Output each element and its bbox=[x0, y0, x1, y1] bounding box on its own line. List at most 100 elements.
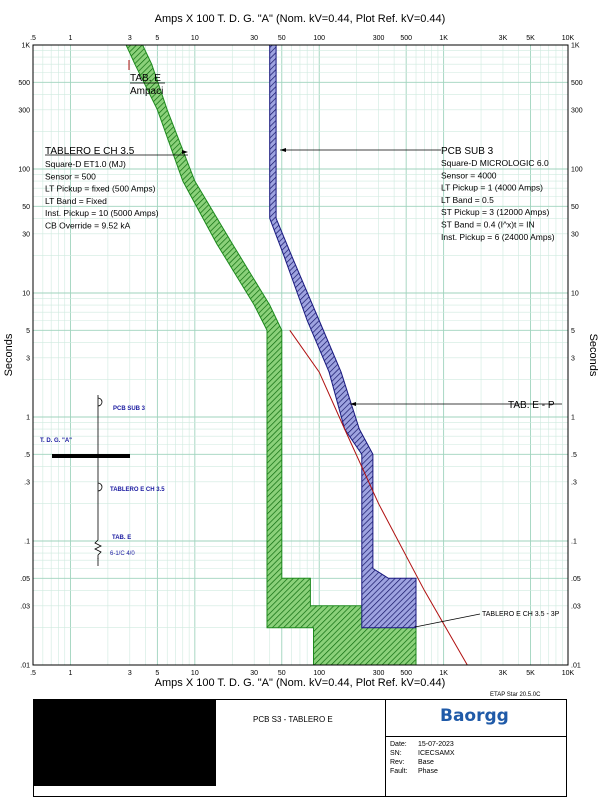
x-tick-label-bottom: 30 bbox=[250, 670, 258, 677]
software-version: ETAP Star 20.5.0C bbox=[490, 692, 541, 698]
one-line-bus-label: T. D. G. "A" bbox=[40, 438, 72, 444]
y-tick-label-right: 100 bbox=[571, 167, 583, 174]
pcb-setting: Square-D MICROLOGIC 6.0 bbox=[441, 158, 549, 168]
y-tick-label-left: 10 bbox=[22, 291, 30, 298]
one-line-cable-size: 6-1/C 4/0 bbox=[110, 551, 135, 557]
y-tick-label-left: 500 bbox=[18, 80, 30, 87]
project-title: PCB S3 - TABLERO E bbox=[253, 715, 333, 724]
pcb-setting: ST Pickup = 3 (12000 Amps) bbox=[441, 207, 549, 217]
y-tick-label-right: .3 bbox=[571, 479, 577, 486]
y-tick-label-right: .5 bbox=[571, 452, 577, 459]
redacted-block bbox=[33, 699, 216, 786]
x-tick-label-bottom: .5 bbox=[30, 670, 36, 677]
pcb-setting: Sensor = 4000 bbox=[441, 170, 497, 180]
x-tick-label-top: 1K bbox=[439, 35, 448, 42]
plot-frame bbox=[32, 44, 569, 666]
series-band-pcb bbox=[269, 44, 417, 629]
y-tick-label-right: 300 bbox=[571, 107, 583, 114]
one-line-pcb-label: PCB SUB 3 bbox=[113, 406, 146, 412]
x-tick-label-bottom: 1 bbox=[68, 670, 72, 677]
one-line-cable-label: TAB. E bbox=[112, 535, 131, 541]
pcb-setting: ST Band = 0.4 (I^x)t = IN bbox=[441, 220, 535, 230]
pcb-breaker-symbol bbox=[97, 397, 103, 407]
x-tick-label-bottom: 5K bbox=[526, 670, 535, 677]
x-axis-label: Amps X 100 T. D. G. "A" (Nom. kV=0.44, P… bbox=[155, 677, 446, 689]
y-tick-label-right: 1 bbox=[571, 415, 575, 422]
x-tick-label-bottom: 5 bbox=[155, 670, 159, 677]
chart-title: Amps X 100 T. D. G. "A" (Nom. kV=0.44, P… bbox=[155, 13, 446, 25]
rev-value: Base bbox=[418, 759, 434, 766]
y-tick-label-left: 300 bbox=[18, 107, 30, 114]
x-tick-label-top: 10 bbox=[191, 35, 199, 42]
divider bbox=[385, 736, 567, 737]
tab-e-p-arrow bbox=[350, 402, 356, 406]
x-tick-label-bottom: 10 bbox=[191, 670, 199, 677]
x-tick-label-bottom: 10K bbox=[562, 670, 575, 677]
y-tick-label-right: .03 bbox=[571, 603, 581, 610]
x-tick-label-top: 5 bbox=[155, 35, 159, 42]
x-tick-label-top: 100 bbox=[313, 35, 325, 42]
y-tick-label-left: .05 bbox=[20, 576, 30, 583]
tablero-setting: Square-D ET1.0 (MJ) bbox=[45, 159, 126, 169]
y-tick-label-left: 50 bbox=[22, 204, 30, 211]
y-tick-label-right: 10 bbox=[571, 291, 579, 298]
x-tick-label-bottom: 50 bbox=[278, 670, 286, 677]
x-tick-label-top: 3 bbox=[128, 35, 132, 42]
one-line-breaker-label: TABLERO E CH 3.5 bbox=[110, 487, 165, 493]
fault-value: Phase bbox=[418, 768, 438, 775]
tablero-setting: Sensor = 500 bbox=[45, 171, 96, 181]
cable-symbol bbox=[94, 539, 102, 559]
y-axis-label-right: Seconds bbox=[587, 334, 598, 377]
tablero-3p-leader bbox=[414, 613, 481, 628]
y-tick-label-left: .03 bbox=[20, 603, 30, 610]
y-tick-label-left: 30 bbox=[22, 231, 30, 238]
sn-label: SN: bbox=[390, 750, 402, 757]
y-tick-label-right: 1K bbox=[571, 43, 580, 50]
pcb-title: PCB SUB 3 bbox=[441, 146, 494, 157]
x-tick-label-top: 30 bbox=[250, 35, 258, 42]
y-tick-label-left: 1K bbox=[21, 43, 30, 50]
tab-e-p-label: TAB. E - P bbox=[508, 400, 555, 411]
y-tick-label-left: .5 bbox=[24, 452, 30, 459]
tablero-breaker-symbol bbox=[97, 482, 103, 492]
company-logo: Baorgg bbox=[440, 706, 509, 726]
y-tick-label-right: .1 bbox=[571, 539, 577, 546]
date-label: Date: bbox=[390, 741, 407, 748]
y-tick-label-right: 500 bbox=[571, 80, 583, 87]
y-tick-label-left: 3 bbox=[26, 355, 30, 362]
tab-e-ampacity-label: Ampaci bbox=[130, 86, 163, 97]
tab-e-label: TAB. E bbox=[130, 73, 161, 84]
y-tick-label-left: .01 bbox=[20, 663, 30, 670]
y-tick-label-left: .1 bbox=[24, 539, 30, 546]
date-value: 15-07-2023 bbox=[418, 741, 454, 748]
x-tick-label-top: 3K bbox=[499, 35, 508, 42]
sn-value: ICECSAMX bbox=[418, 750, 455, 757]
y-tick-label-right: 5 bbox=[571, 328, 575, 335]
tcc-chart: .5 .5 1 1 3 3 5 5 10 10 30 30 50 50 100 100 300 300 500 500… bbox=[3, 13, 598, 689]
info-block: Date: 15-07-2023 SN: ICECSAMX Rev: Base Fau… bbox=[390, 740, 455, 776]
tablero-title: TABLERO E CH 3.5 bbox=[45, 146, 135, 157]
x-tick-label-top: 10K bbox=[562, 35, 575, 42]
y-tick-label-left: 5 bbox=[26, 328, 30, 335]
rev-label: Rev: bbox=[390, 759, 405, 766]
x-tick-label-bottom: 500 bbox=[400, 670, 412, 677]
divider bbox=[385, 699, 386, 797]
pcb-setting: LT Band = 0.5 bbox=[441, 195, 494, 205]
pcb-setting: Inst. Pickup = 6 (24000 Amps) bbox=[441, 232, 555, 242]
y-tick-label-right: .05 bbox=[571, 576, 581, 583]
y-tick-label-left: 100 bbox=[18, 167, 30, 174]
pcb-setting: LT Pickup = 1 (4000 Amps) bbox=[441, 183, 543, 193]
fault-label: Fault: bbox=[390, 768, 408, 775]
tablero-setting: Inst. Pickup = 10 (5000 Amps) bbox=[45, 208, 159, 218]
y-tick-label-right: 50 bbox=[571, 204, 579, 211]
tablero-setting: CB Override = 9.52 kA bbox=[45, 221, 131, 231]
x-tick-label-bottom: 1K bbox=[439, 670, 448, 677]
y-tick-label-left: 1 bbox=[26, 415, 30, 422]
x-tick-label-top: 1 bbox=[68, 35, 72, 42]
x-tick-label-top: 5K bbox=[526, 35, 535, 42]
x-tick-label-top: .5 bbox=[30, 35, 36, 42]
x-tick-label-bottom: 100 bbox=[313, 670, 325, 677]
y-tick-label-right: 3 bbox=[571, 355, 575, 362]
y-tick-label-right: .01 bbox=[571, 663, 581, 670]
x-tick-label-bottom: 3K bbox=[499, 670, 508, 677]
